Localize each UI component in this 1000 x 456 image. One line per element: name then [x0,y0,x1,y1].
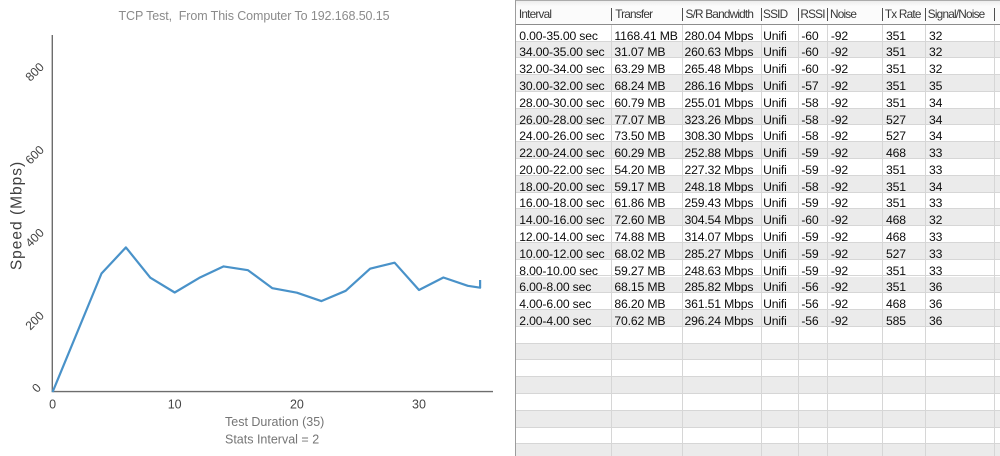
svg-text:10: 10 [168,398,182,412]
svg-text:200: 200 [23,308,47,332]
svg-text:600: 600 [23,143,47,167]
svg-text:800: 800 [23,60,47,84]
svg-text:Test Duration (35): Test Duration (35) [225,415,324,429]
svg-text:0: 0 [49,398,56,412]
svg-text:0: 0 [29,381,44,396]
svg-text:400: 400 [23,226,47,250]
svg-text:Stats Interval = 2: Stats Interval = 2 [225,432,319,446]
svg-text:20: 20 [290,398,304,412]
svg-text:30: 30 [412,398,426,412]
svg-text:Speed (Mbps): Speed (Mbps) [9,161,26,270]
svg-text:TCP Test, From This Computer: TCP Test, From This Computer To 192.168.… [118,9,389,23]
